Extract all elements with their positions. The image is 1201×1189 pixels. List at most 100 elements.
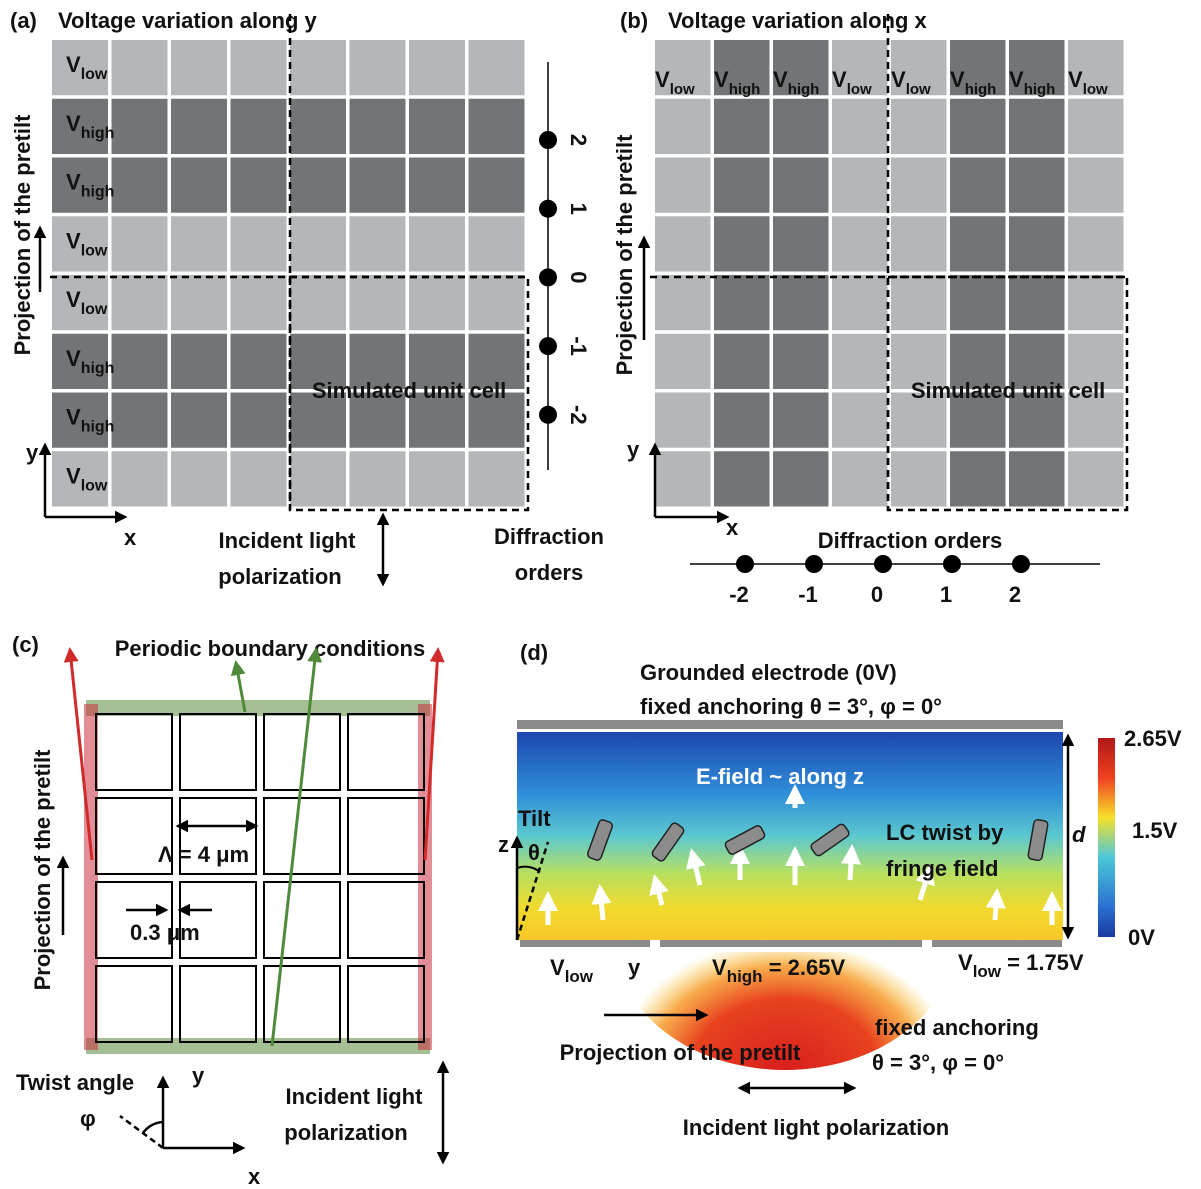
v-sub: low [847,81,872,98]
cell [290,40,346,95]
cell [112,275,168,330]
cell [773,216,829,271]
cell [773,451,829,506]
cell [832,275,888,330]
v-sub: low [565,967,594,986]
v-main: V [655,67,670,92]
v-sub: low [81,66,108,83]
cell [231,334,287,389]
v-sub: low [906,81,931,98]
order-dot [539,406,557,424]
electrode [520,940,650,947]
cell [171,158,227,213]
cell [290,158,346,213]
v-main: V [773,67,788,92]
cell [891,158,947,213]
v-main: V [1068,67,1083,92]
z-label: z [498,832,509,857]
electrode-label: Vlow [550,955,594,986]
v-main: V [66,170,81,195]
cell [409,216,465,271]
pretilt-label: Projection of the pretilt [30,749,55,990]
cell [171,40,227,95]
cell [1068,275,1124,330]
cell [714,99,770,154]
cell [714,451,770,506]
field-arrow [600,888,603,920]
cell [950,275,1006,330]
cell [1009,158,1065,213]
unit-square [264,882,340,958]
cell [1009,216,1065,271]
unit-square [180,966,256,1042]
cell [409,40,465,95]
cell [1068,451,1124,506]
cell [832,158,888,213]
unit-square [264,798,340,874]
cell [891,216,947,271]
cell [350,451,406,506]
cell [112,216,168,271]
cell [832,451,888,506]
panel-label: (d) [520,640,548,665]
cell [655,99,711,154]
cell [171,451,227,506]
cell [469,99,525,154]
v-sub: low [973,962,1002,981]
v-sub: low [81,301,108,318]
cell [231,275,287,330]
anchoring-label: fixed anchoring [875,1015,1039,1040]
cell [350,40,406,95]
axis-label: y [628,955,641,980]
v-main: V [66,52,81,77]
order-dot [539,337,557,355]
cell [1068,216,1124,271]
order-label: -2 [566,405,591,425]
polarization-label: polarization [218,564,341,589]
top-label: fixed anchoring θ = 3°, φ = 0° [640,694,942,719]
cell [112,393,168,448]
theta-label: θ [528,840,540,865]
cell [409,275,465,330]
order-label: 0 [566,271,591,283]
v-main: V [832,67,847,92]
thickness-label: d [1072,822,1086,847]
v-sub: high [81,184,115,201]
axis-label: x [726,515,739,540]
cell [832,99,888,154]
orders: 210-1-2 [539,131,591,425]
axis-label: x [248,1164,261,1189]
order-label: -1 [566,336,591,356]
cell [409,451,465,506]
v-rest: = 2.65V [763,955,846,980]
cell [231,451,287,506]
cell [171,393,227,448]
electrode-label: Vlow = 1.75V [958,950,1084,981]
cell [1068,158,1124,213]
cell [655,275,711,330]
cell [469,451,525,506]
cell [112,158,168,213]
order-dot [943,555,961,573]
unit-square [348,714,424,790]
panel-a: (a) Voltage variation along y VlowVhighV… [10,8,604,589]
v-main: V [550,955,565,980]
unit-square [348,882,424,958]
gap-label: 0.3 μm [130,920,200,945]
order-label: 0 [871,582,883,607]
v-sub: high [727,967,763,986]
order-label: -1 [798,582,818,607]
cell [655,216,711,271]
panel-label: (a) [10,8,37,33]
v-main: V [66,228,81,253]
order-dot [539,268,557,286]
orders-label: Diffraction [494,524,604,549]
anchoring-label: θ = 3°, φ = 0° [872,1050,1004,1075]
cell [171,334,227,389]
polarization-label: Incident light [219,528,357,553]
cell [290,216,346,271]
cell [409,158,465,213]
v-main: V [950,67,965,92]
v-main: V [958,950,973,975]
v-sub: high [81,360,115,377]
